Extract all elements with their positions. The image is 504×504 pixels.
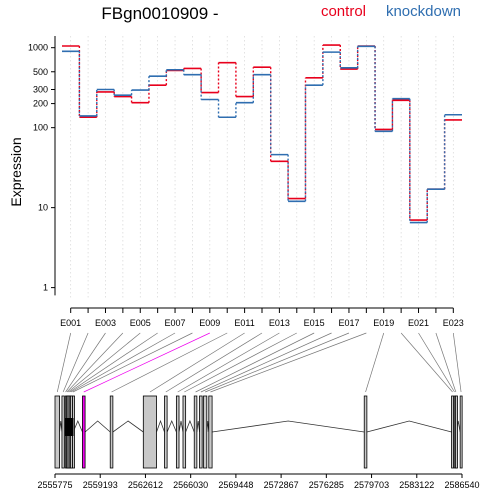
- connector-E004: [66, 332, 124, 393]
- x-tick-label-E021: E021: [408, 318, 429, 328]
- x-tick-label-E005: E005: [130, 318, 151, 328]
- exon-cluster-mark-5: [70, 418, 73, 436]
- exon-E014: [182, 395, 187, 469]
- intron-13: [178, 420, 184, 433]
- y-tick-label-500: 500: [33, 67, 48, 77]
- exon-E013: [175, 395, 180, 469]
- connector-E018: [210, 332, 367, 393]
- intron-9: [84, 420, 111, 433]
- legend-control: control: [321, 3, 366, 20]
- exon-E023: [459, 395, 463, 469]
- x-tick-label-E007: E007: [165, 318, 186, 328]
- legend-knockdown: knockdown: [386, 3, 461, 20]
- coordinate-label-2555775: 2555775: [37, 480, 72, 490]
- x-tick-label-E003: E003: [95, 318, 116, 328]
- y-tick-label-300: 300: [33, 85, 48, 95]
- exon-E009: [82, 395, 86, 469]
- exon-cluster-mark-3: [67, 418, 70, 436]
- exon-E018: [208, 395, 213, 469]
- connector-E015: [195, 332, 315, 393]
- exon-cluster-mark-2: [66, 418, 69, 436]
- x-tick-label-E017: E017: [338, 318, 359, 328]
- connector-E002: [62, 332, 89, 393]
- exon-E020: [451, 395, 454, 469]
- axes: 1 10 100 200 300 500 1000 E001 E003 E005 E007 E009 E…: [28, 36, 464, 328]
- connector-E007: [70, 332, 176, 393]
- x-tick-label-E019: E019: [373, 318, 394, 328]
- x-tick-label-E015: E015: [304, 318, 325, 328]
- coordinate-label-2566030: 2566030: [173, 480, 208, 490]
- connector-E021: [418, 332, 455, 393]
- y-tick-label-100: 100: [33, 123, 48, 133]
- y-tick-label-200: 200: [33, 99, 48, 109]
- y-tick-label-1: 1: [43, 283, 48, 293]
- x-tick-label-E013: E013: [269, 318, 290, 328]
- exon-E015: [193, 395, 198, 469]
- connector-E014: [184, 332, 297, 393]
- y-tick-label-10: 10: [38, 203, 48, 213]
- connector-E019: [365, 332, 385, 393]
- connector-E006: [69, 332, 158, 393]
- connector-E023: [452, 332, 462, 393]
- exon-connector-lines: [56, 332, 462, 393]
- connector-E005: [68, 332, 141, 393]
- intron-14: [185, 419, 195, 433]
- exon-E022: [455, 395, 458, 469]
- exon-cluster-mark-1: [65, 418, 67, 436]
- exon-E017: [203, 395, 208, 469]
- connector-E022: [435, 332, 457, 393]
- connector-E016: [200, 332, 332, 393]
- exon-E010: [109, 395, 114, 469]
- x-tick-label-E009: E009: [199, 318, 220, 328]
- intron-12: [166, 419, 177, 433]
- y-axis-label: Expression: [8, 137, 24, 206]
- x-tick-label-E023: E023: [443, 318, 464, 328]
- y-tick-label-1000: 1000: [28, 43, 48, 53]
- connector-E008: [72, 332, 193, 393]
- connector-E020: [400, 332, 453, 393]
- coordinate-label-2586540: 2586540: [444, 480, 479, 490]
- intron-18: [212, 420, 365, 433]
- grid-lines: [70, 36, 454, 300]
- connector-E009: [83, 332, 210, 393]
- intron-19: [366, 420, 452, 433]
- connector-E012: [165, 332, 263, 393]
- intron-11: [156, 419, 165, 433]
- exon-E012: [164, 395, 168, 469]
- coordinate-label-2559193: 2559193: [83, 480, 118, 490]
- coordinate-label-2576285: 2576285: [309, 480, 344, 490]
- exon-E011: [142, 395, 157, 469]
- connector-E011: [149, 332, 245, 393]
- chart-title: FBgn0010909 -: [101, 4, 218, 23]
- coordinate-label-2572867: 2572867: [264, 480, 299, 490]
- connector-E013: [177, 332, 280, 393]
- coordinate-label-2569448: 2569448: [218, 480, 253, 490]
- connector-E001: [56, 332, 72, 393]
- exon-E019: [363, 395, 368, 469]
- coordinate-label-2583122: 2583122: [399, 480, 434, 490]
- intron-10: [112, 420, 144, 433]
- connector-E010: [111, 332, 228, 393]
- connector-E017: [205, 332, 350, 393]
- intron-15: [196, 420, 200, 433]
- connector-E003: [65, 332, 106, 393]
- series-knockdown: [62, 45, 462, 224]
- exon-cluster-mark-6: [71, 418, 74, 436]
- exon-E001: [54, 395, 60, 469]
- exon-E002: [61, 395, 65, 469]
- coordinate-label-2579703: 2579703: [354, 480, 389, 490]
- exon-cluster-mark-4: [69, 418, 71, 436]
- gene-model: 2555775 2559193 2562612 2566030 2569448 25728…: [37, 395, 480, 490]
- x-tick-label-E001: E001: [60, 318, 81, 328]
- coordinate-label-2562612: 2562612: [128, 480, 163, 490]
- series-lines: [62, 44, 462, 224]
- exon-E016: [199, 395, 203, 469]
- x-tick-label-E011: E011: [234, 318, 254, 328]
